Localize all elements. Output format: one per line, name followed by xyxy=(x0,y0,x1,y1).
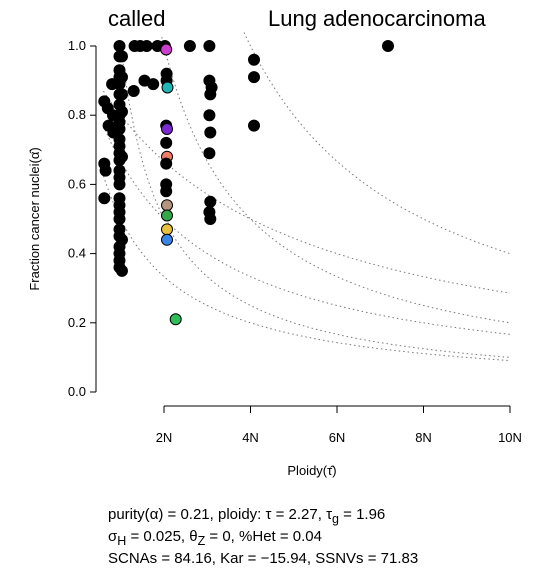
data-point xyxy=(248,71,260,84)
y-tick-label: 0.6 xyxy=(68,176,86,191)
y-tick-label: 1.0 xyxy=(68,38,86,53)
data-point xyxy=(113,178,126,191)
data-point xyxy=(248,119,260,132)
data-point xyxy=(113,40,126,52)
stats-line-1: purity(α) = 0.21, ploidy: τ = 2.27, τg =… xyxy=(108,506,386,526)
data-point xyxy=(99,164,112,177)
stats-line-3: SCNAs = 84.16, Kar = −15.94, SSNVs = 71.… xyxy=(108,550,419,567)
data-point xyxy=(203,40,216,52)
data-point xyxy=(98,192,111,205)
data-point xyxy=(116,264,128,277)
data-point xyxy=(116,71,128,84)
data-point xyxy=(160,185,173,198)
data-point xyxy=(161,199,173,212)
data-point xyxy=(140,40,153,52)
data-point xyxy=(248,53,260,66)
data-point xyxy=(161,233,173,246)
model-stats: purity(α) = 0.21, ploidy: τ = 2.27, τg =… xyxy=(108,506,418,567)
data-point xyxy=(161,81,174,94)
x-tick-label: 2N xyxy=(156,430,173,445)
x-tick-label: 8N xyxy=(415,430,432,445)
y-tick-label: 0.4 xyxy=(68,246,86,261)
data-point xyxy=(204,126,217,139)
y-tick-label: 0.2 xyxy=(68,315,86,330)
data-point xyxy=(147,78,160,91)
x-axis-ticks: 2N 4N 6N 8N 10N xyxy=(156,406,522,445)
data-point xyxy=(160,136,173,149)
data-point xyxy=(204,213,217,225)
data-point xyxy=(203,147,216,160)
data-point xyxy=(127,85,140,97)
data-point xyxy=(382,40,394,52)
data-point xyxy=(113,213,126,225)
data-point xyxy=(160,43,173,56)
data-point xyxy=(116,50,128,63)
data-point xyxy=(203,109,216,122)
ploidy-curve xyxy=(243,32,511,255)
data-point xyxy=(161,209,173,222)
x-tick-label: 4N xyxy=(242,430,259,445)
data-point xyxy=(113,123,126,135)
x-tick-label: 6N xyxy=(329,430,346,445)
ploidy-curve xyxy=(120,45,511,358)
chart-title-right: Lung adenocarcinoma xyxy=(268,6,486,31)
ploidy-curve xyxy=(103,175,511,361)
data-point xyxy=(116,233,128,246)
data-point xyxy=(161,123,173,135)
data-point xyxy=(183,40,196,52)
data-point xyxy=(116,88,128,101)
stats-line-2: σH = 0.025, θZ = 0, %Het = 0.04 xyxy=(108,528,322,548)
data-points xyxy=(98,40,394,326)
y-tick-label: 0.8 xyxy=(68,107,86,122)
scatter-chart: called Lung adenocarcinoma 0.00.20.40.60… xyxy=(27,6,522,478)
data-point xyxy=(116,105,128,118)
x-axis-title: Ploidy(τ̂) xyxy=(287,463,336,478)
x-tick-label: 10N xyxy=(498,430,522,445)
y-axis-ticks: 0.0 0.2 0.4 0.6 0.8 1.0 xyxy=(68,38,96,399)
data-point xyxy=(160,157,173,170)
data-point xyxy=(204,88,217,101)
y-tick-label: 0.0 xyxy=(68,384,86,399)
chart-title-left: called xyxy=(108,6,165,31)
data-point xyxy=(116,150,128,163)
selected-solution-point xyxy=(169,313,182,326)
y-axis-title: Fraction cancer nuclei(α̂) xyxy=(27,147,42,290)
data-point xyxy=(161,223,173,236)
data-point xyxy=(204,195,217,208)
